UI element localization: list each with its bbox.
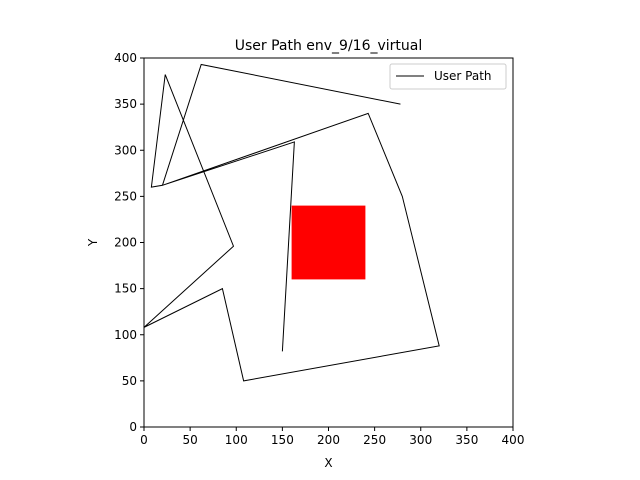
x-axis-label: X [324,456,332,470]
y-tick-label: 50 [122,374,137,388]
y-tick-label: 300 [114,143,137,157]
x-tick-label: 150 [271,433,294,447]
y-tick-label: 100 [114,328,137,342]
x-tick-label: 100 [225,433,248,447]
x-tick-label: 0 [140,433,148,447]
ticks: 0 50 100 150 200 250 300 350 400 0 50 100 150 200 250 3… [114,51,524,447]
user-path-line [143,63,440,382]
x-tick-label: 200 [317,433,340,447]
x-tick-label: 50 [182,433,197,447]
x-tick-label: 250 [363,433,386,447]
y-axis-label: Y [86,238,100,247]
obstacle-square [291,205,366,280]
x-tick-label: 350 [455,433,478,447]
y-tick-label: 350 [114,97,137,111]
y-tick-label: 150 [114,282,137,296]
legend-label: User Path [434,69,492,83]
y-tick-label: 200 [114,236,137,250]
legend: User Path [389,63,507,90]
plot-area [143,63,440,382]
x-tick-label: 300 [409,433,432,447]
x-tick-label: 400 [502,433,525,447]
legend-box [389,63,507,90]
y-tick-label: 400 [114,51,137,65]
chart-title: User Path env_9/16_virtual [235,38,423,54]
y-tick-label: 0 [129,420,137,434]
y-tick-label: 250 [114,189,137,203]
